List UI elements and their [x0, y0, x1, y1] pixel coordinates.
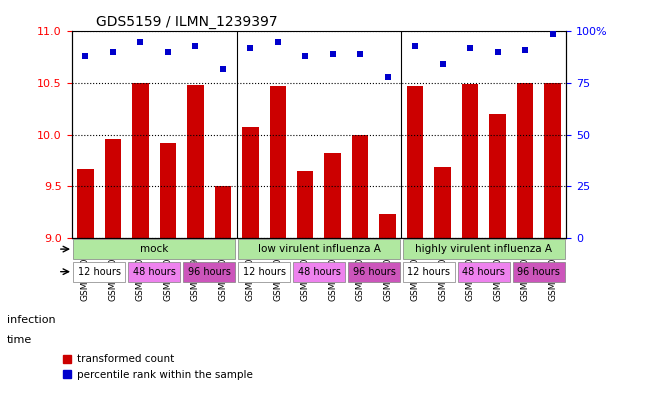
Point	[163, 49, 173, 55]
Bar	[380, 214, 396, 238]
Point	[465, 45, 475, 51]
FancyBboxPatch shape	[238, 239, 400, 259]
Bar	[407, 86, 423, 238]
Point	[437, 61, 448, 68]
Bar	[159, 143, 176, 238]
Text: 48 hours: 48 hours	[298, 267, 340, 277]
Bar	[187, 85, 204, 238]
Text: 96 hours: 96 hours	[353, 267, 395, 277]
FancyBboxPatch shape	[73, 239, 235, 259]
FancyBboxPatch shape	[128, 261, 180, 282]
Bar	[462, 84, 478, 238]
FancyBboxPatch shape	[348, 261, 400, 282]
Text: 12 hours: 12 hours	[77, 267, 120, 277]
Point	[107, 49, 118, 55]
Point	[300, 53, 311, 59]
Bar	[77, 169, 94, 238]
FancyBboxPatch shape	[458, 261, 510, 282]
FancyBboxPatch shape	[238, 261, 290, 282]
Point	[520, 47, 531, 53]
Text: 12 hours: 12 hours	[408, 267, 450, 277]
Text: 48 hours: 48 hours	[462, 267, 505, 277]
Point	[80, 53, 90, 59]
FancyBboxPatch shape	[293, 261, 345, 282]
FancyBboxPatch shape	[183, 261, 235, 282]
Text: GDS5159 / ILMN_1239397: GDS5159 / ILMN_1239397	[96, 15, 278, 29]
Point	[547, 30, 558, 37]
Point	[245, 45, 255, 51]
FancyBboxPatch shape	[513, 261, 565, 282]
Point	[273, 39, 283, 45]
Point	[190, 43, 201, 49]
Bar	[297, 171, 314, 238]
Text: infection: infection	[7, 315, 55, 325]
Bar	[544, 83, 561, 238]
Point	[135, 39, 146, 45]
FancyBboxPatch shape	[73, 261, 125, 282]
Point	[410, 43, 421, 49]
Bar	[270, 86, 286, 238]
Bar	[105, 139, 121, 238]
FancyBboxPatch shape	[403, 261, 455, 282]
Text: 12 hours: 12 hours	[243, 267, 286, 277]
Point	[327, 51, 338, 57]
Point	[355, 51, 365, 57]
Text: 48 hours: 48 hours	[133, 267, 176, 277]
Point	[492, 49, 503, 55]
Text: time: time	[7, 335, 32, 345]
Bar	[434, 167, 451, 238]
FancyBboxPatch shape	[403, 239, 565, 259]
Point	[383, 74, 393, 80]
Text: mock: mock	[140, 244, 168, 254]
Bar	[215, 186, 231, 238]
Bar	[352, 135, 368, 238]
Bar	[517, 83, 533, 238]
Legend: transformed count, percentile rank within the sample: transformed count, percentile rank withi…	[57, 350, 257, 384]
Point	[217, 66, 228, 72]
Text: highly virulent influenza A: highly virulent influenza A	[415, 244, 553, 254]
Bar	[132, 83, 148, 238]
Text: 96 hours: 96 hours	[518, 267, 561, 277]
Bar	[324, 153, 341, 238]
Bar	[490, 114, 506, 238]
Bar	[242, 127, 258, 238]
Text: low virulent influenza A: low virulent influenza A	[258, 244, 380, 254]
Text: 96 hours: 96 hours	[187, 267, 230, 277]
